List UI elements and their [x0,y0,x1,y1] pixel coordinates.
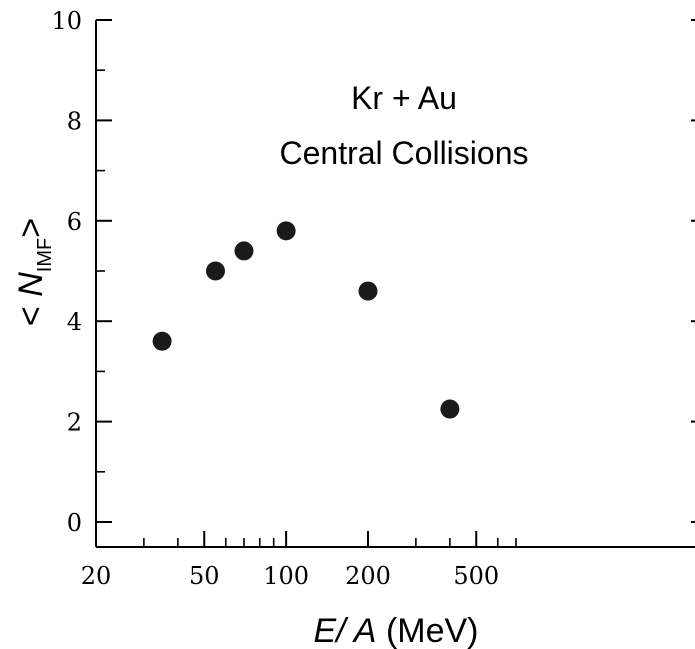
data-point [205,261,225,281]
x-axis-title-unit: (MeV) [377,612,479,649]
y-tick-label: 10 [51,7,82,35]
data-point [276,221,296,241]
annotation-system: Kr + Au [351,80,457,116]
y-tick-label: 0 [67,509,82,537]
x-tick-label: 200 [345,562,391,590]
annotation-collisions: Central Collisions [280,135,529,171]
data-points [152,221,460,419]
data-point [440,399,460,419]
y-tick-label: 8 [67,107,82,135]
x-axis-title-variable: E/ A [314,612,377,649]
y-tick-label: 4 [67,308,82,336]
y-axis-title-symbol: N [12,272,50,297]
data-point [152,331,172,351]
ticks [95,19,695,547]
tick-labels: 20 50 100 200 500 0 2 4 6 8 10 [51,7,499,590]
x-tick-label: 20 [81,562,112,590]
x-axis-title: E/ A (MeV) [314,612,479,649]
data-point [358,281,378,301]
y-axis-title: < NIMF> [12,218,56,326]
x-tick-label: 50 [189,562,220,590]
y-tick-label: 6 [67,208,82,236]
y-axis-title-prefix: < [12,297,50,326]
y-axis-title-subscript: IMF [34,238,56,272]
axes [95,20,695,548]
x-tick-label: 100 [263,562,309,590]
y-tick-label: 2 [67,409,82,437]
y-axis-title-suffix: > [12,218,50,238]
x-tick-label: 500 [453,562,499,590]
data-point [234,241,254,261]
